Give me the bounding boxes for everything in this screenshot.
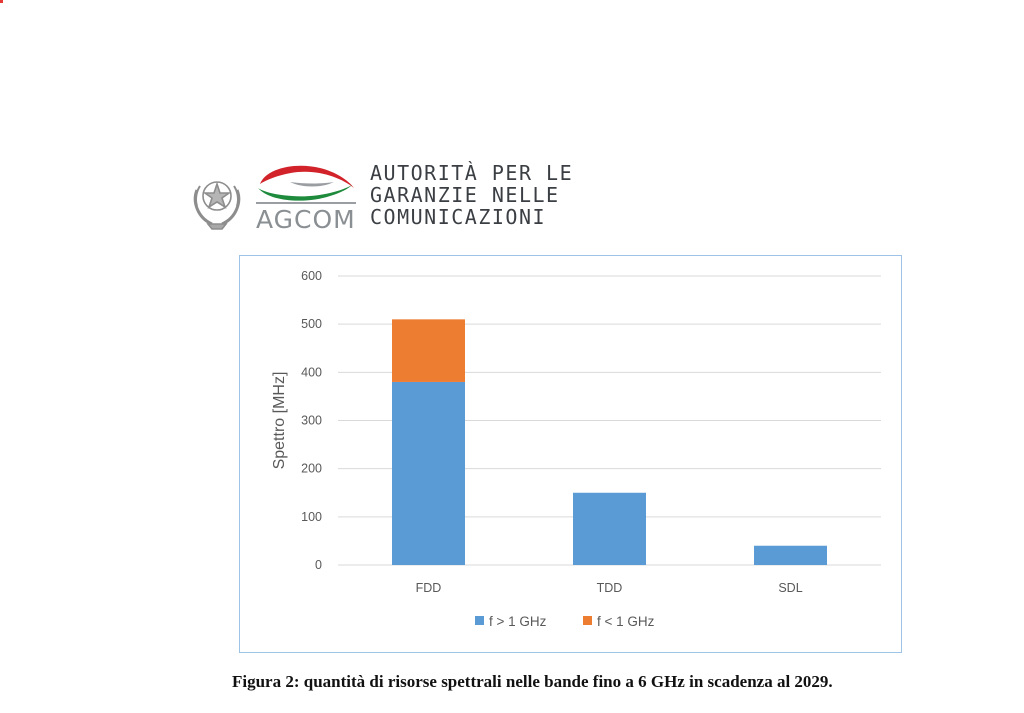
x-tick-label-sdl: SDL [778,581,802,595]
agcom-logo-text: AGCOM [256,205,356,234]
spectrum-bar-chart: 0 100 200 300 400 500 600 FDD TDD SDL Spettro [MHz… [271,269,881,629]
legend-swatch-0 [475,616,484,625]
y-tick-label-600: 600 [301,269,322,283]
y-tick-label-400: 400 [301,365,322,379]
x-tick-label-fdd: FDD [416,581,442,595]
bar-tdd-series-0 [573,492,646,565]
bar-fdd-series-0 [392,381,465,565]
y-tick-label-300: 300 [301,414,322,428]
figure-caption: Figura 2: quantità di risorse spettrali … [232,672,833,691]
authority-line-3: COMUNICAZIONI [370,205,547,229]
legend-label-0: f > 1 GHz [489,614,547,629]
y-tick-label-100: 100 [301,510,322,524]
corner-mark [0,0,3,3]
agcom-swoosh-icon [258,165,354,201]
authority-name: AUTORITÀ PER LE GARANZIE NELLE COMUNICAZ… [370,162,573,228]
agcom-underline [256,202,356,204]
y-tick-label-0: 0 [315,558,322,572]
y-tick-label-200: 200 [301,462,322,476]
y-axis-label: Spettro [MHz] [271,372,288,470]
bar-fdd-series-1 [392,319,465,382]
y-tick-label-500: 500 [301,317,322,331]
legend-label-1: f < 1 GHz [597,614,655,629]
x-tick-label-tdd: TDD [597,581,623,595]
agcom-header: AGCOM AUTORITÀ PER LE GARANZIE NELLE COM… [188,158,598,238]
authority-line-2: GARANZIE NELLE [370,183,560,207]
legend-swatch-1 [583,616,592,625]
italian-republic-emblem-icon [193,181,241,230]
authority-line-1: AUTORITÀ PER LE [370,161,574,185]
bar-sdl-series-0 [754,545,827,565]
chart-frame: 0 100 200 300 400 500 600 FDD TDD SDL Spettro [MHz… [239,255,902,653]
